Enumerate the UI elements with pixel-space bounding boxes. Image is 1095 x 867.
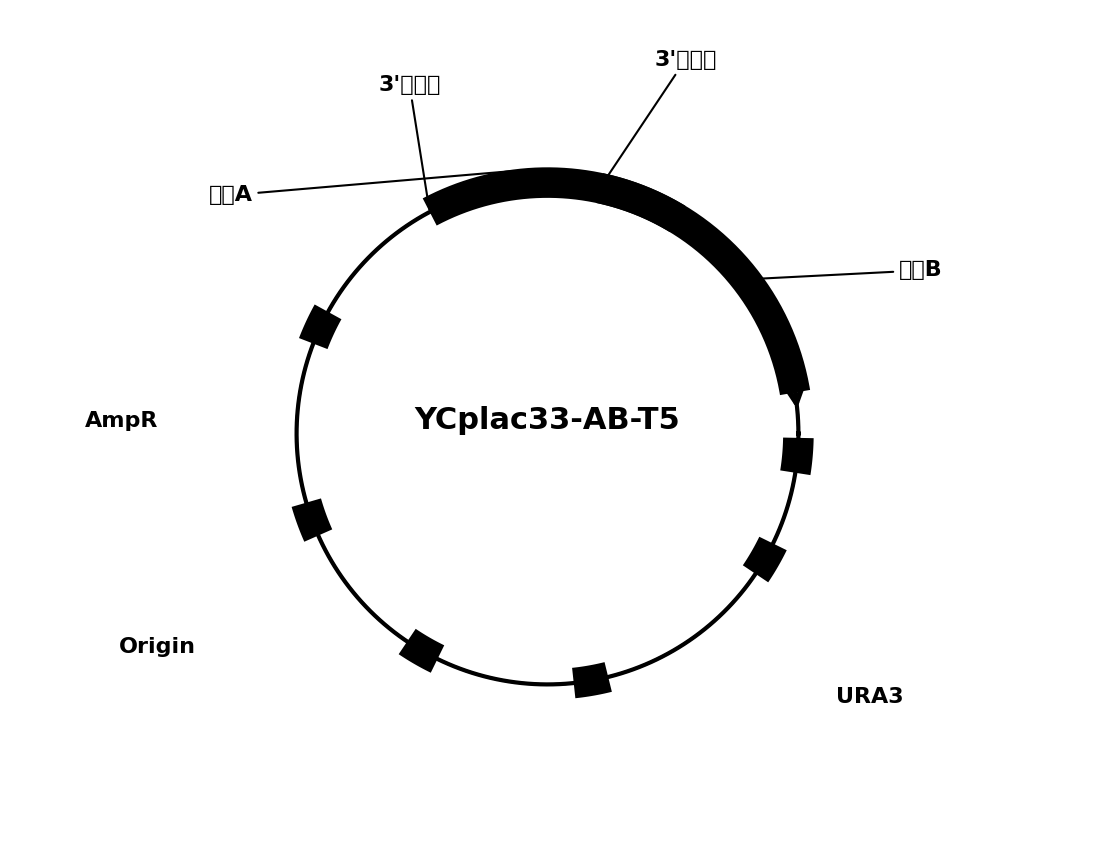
- Text: 序列A: 序列A: [209, 171, 510, 205]
- Text: YCplac33-AB-T5: YCplac33-AB-T5: [415, 407, 680, 435]
- Text: 序列B: 序列B: [756, 260, 943, 280]
- Text: AmpR: AmpR: [85, 411, 159, 431]
- Text: 3'粘末端: 3'粘末端: [378, 75, 440, 209]
- Text: 3'粘末端: 3'粘末端: [601, 49, 717, 186]
- Text: URA3: URA3: [837, 687, 903, 707]
- Text: Origin: Origin: [119, 636, 196, 657]
